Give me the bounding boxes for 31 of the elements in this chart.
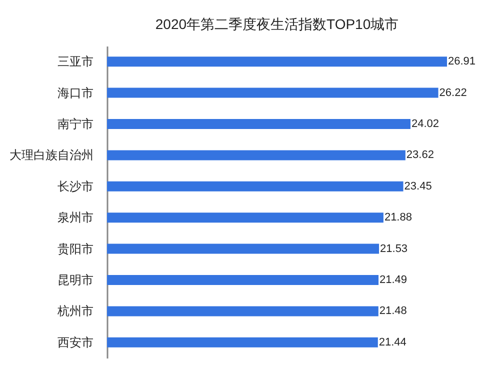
data-label: 26.22	[439, 86, 467, 99]
bar	[107, 56, 447, 67]
bar	[107, 150, 406, 160]
data-label: 26.91	[448, 56, 476, 68]
bar	[107, 119, 410, 129]
data-label: 21.48	[379, 305, 407, 318]
bar	[107, 244, 380, 254]
y-tick-label: 长沙市	[58, 179, 94, 194]
bar	[107, 275, 379, 285]
y-tick-label: 南宁市	[58, 117, 94, 131]
y-tick-label: 三亚市	[58, 54, 94, 69]
data-label: 23.62	[406, 149, 434, 162]
y-tick-label: 杭州市	[56, 304, 94, 318]
y-tick-label: 泉州市	[58, 210, 94, 225]
y-tick-label: 昆明市	[58, 273, 94, 287]
data-label: 24.02	[411, 118, 440, 130]
bar	[107, 306, 378, 316]
data-label: 21.53	[380, 242, 408, 255]
y-tick-label: 贵阳市	[58, 242, 94, 256]
bar	[107, 212, 384, 223]
chart-title: 2020年第二季度夜生活指数TOP10城市	[155, 16, 399, 32]
bar	[107, 181, 404, 192]
bar	[107, 337, 378, 348]
bar	[107, 88, 438, 98]
data-label: 21.49	[380, 274, 408, 286]
y-tick-label: 西安市	[58, 335, 94, 350]
data-label: 21.44	[378, 336, 406, 348]
y-tick-label: 海口市	[58, 86, 94, 100]
data-label: 21.88	[384, 212, 412, 224]
data-label: 23.45	[404, 180, 432, 192]
y-tick-label: 大理白族自治州	[10, 148, 94, 162]
